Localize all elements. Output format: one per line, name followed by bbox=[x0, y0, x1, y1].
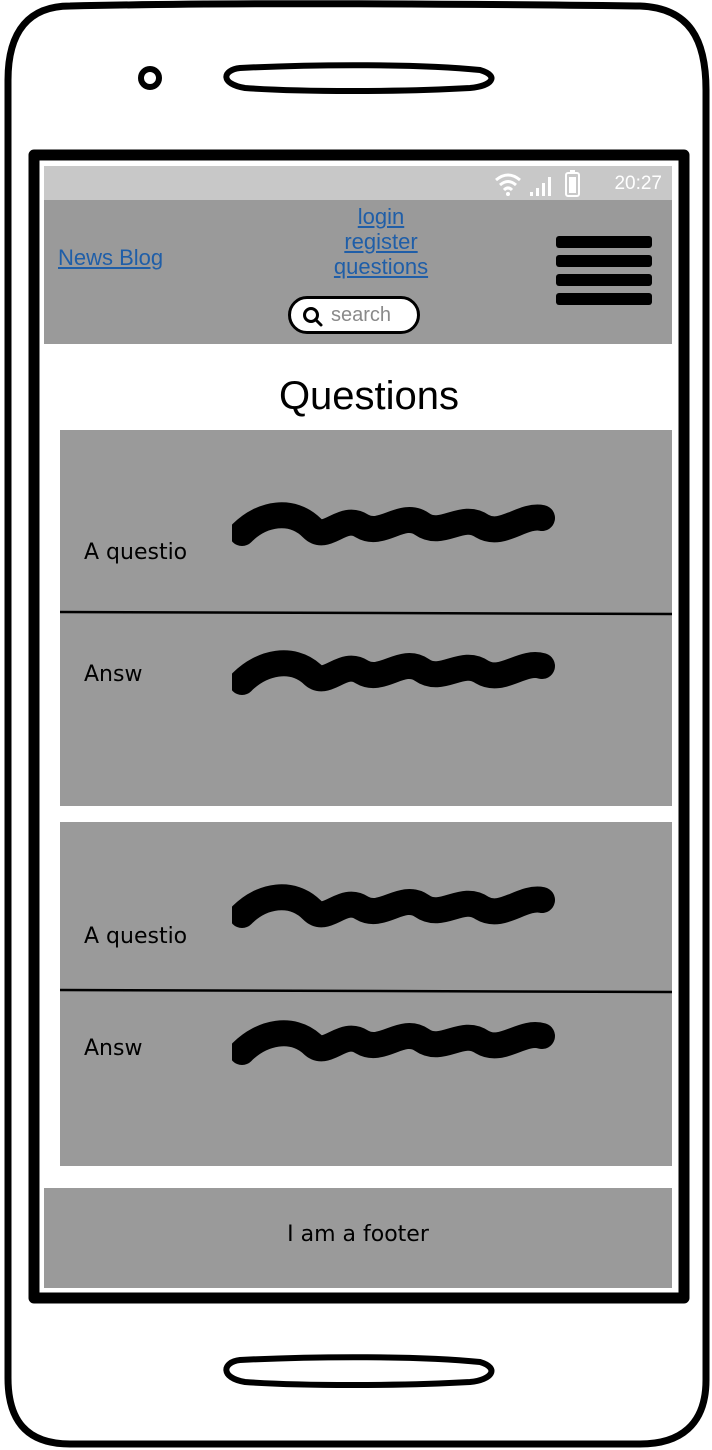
search-input[interactable]: search bbox=[288, 296, 420, 334]
nav-link-register[interactable]: register bbox=[344, 229, 418, 254]
wifi-icon bbox=[495, 173, 521, 196]
answer-label: Answ bbox=[84, 662, 143, 687]
signal-icon bbox=[530, 177, 551, 196]
status-bar: 20:27 bbox=[44, 166, 672, 200]
answer-label: Answ bbox=[84, 1036, 143, 1061]
nav-link-questions[interactable]: questions bbox=[333, 254, 429, 279]
nav-link-login[interactable]: login bbox=[357, 204, 405, 229]
brand-link[interactable]: News Blog bbox=[58, 245, 164, 270]
hamburger-menu-icon[interactable] bbox=[556, 236, 652, 312]
search-placeholder: search bbox=[331, 304, 392, 326]
question-text-scribble bbox=[232, 502, 555, 546]
page-footer: I am a footer bbox=[44, 1188, 672, 1288]
search-icon bbox=[303, 307, 323, 327]
camera-dot bbox=[138, 66, 162, 90]
question-text-scribble bbox=[232, 884, 555, 928]
status-time: 20:27 bbox=[614, 173, 662, 194]
qa-divider bbox=[60, 610, 672, 616]
qa-card: A questio Answ bbox=[60, 822, 672, 1166]
qa-card: A questio Answ bbox=[60, 430, 672, 806]
footer-text: I am a footer bbox=[287, 1222, 429, 1247]
home-slot bbox=[223, 1354, 495, 1388]
answer-text-scribble bbox=[232, 1020, 555, 1065]
answer-text-scribble bbox=[232, 650, 555, 695]
nav-links: login register questions bbox=[306, 204, 456, 279]
qa-divider bbox=[60, 988, 672, 994]
question-label: A questio bbox=[84, 924, 188, 949]
page-title: Questions bbox=[278, 374, 460, 418]
phone-screen: 20:27 News Blog login register questions… bbox=[44, 166, 672, 1288]
question-label: A questio bbox=[84, 540, 188, 565]
speaker-slot bbox=[223, 62, 495, 94]
header-navbar: News Blog login register questions searc… bbox=[44, 200, 672, 344]
battery-icon bbox=[565, 170, 580, 197]
